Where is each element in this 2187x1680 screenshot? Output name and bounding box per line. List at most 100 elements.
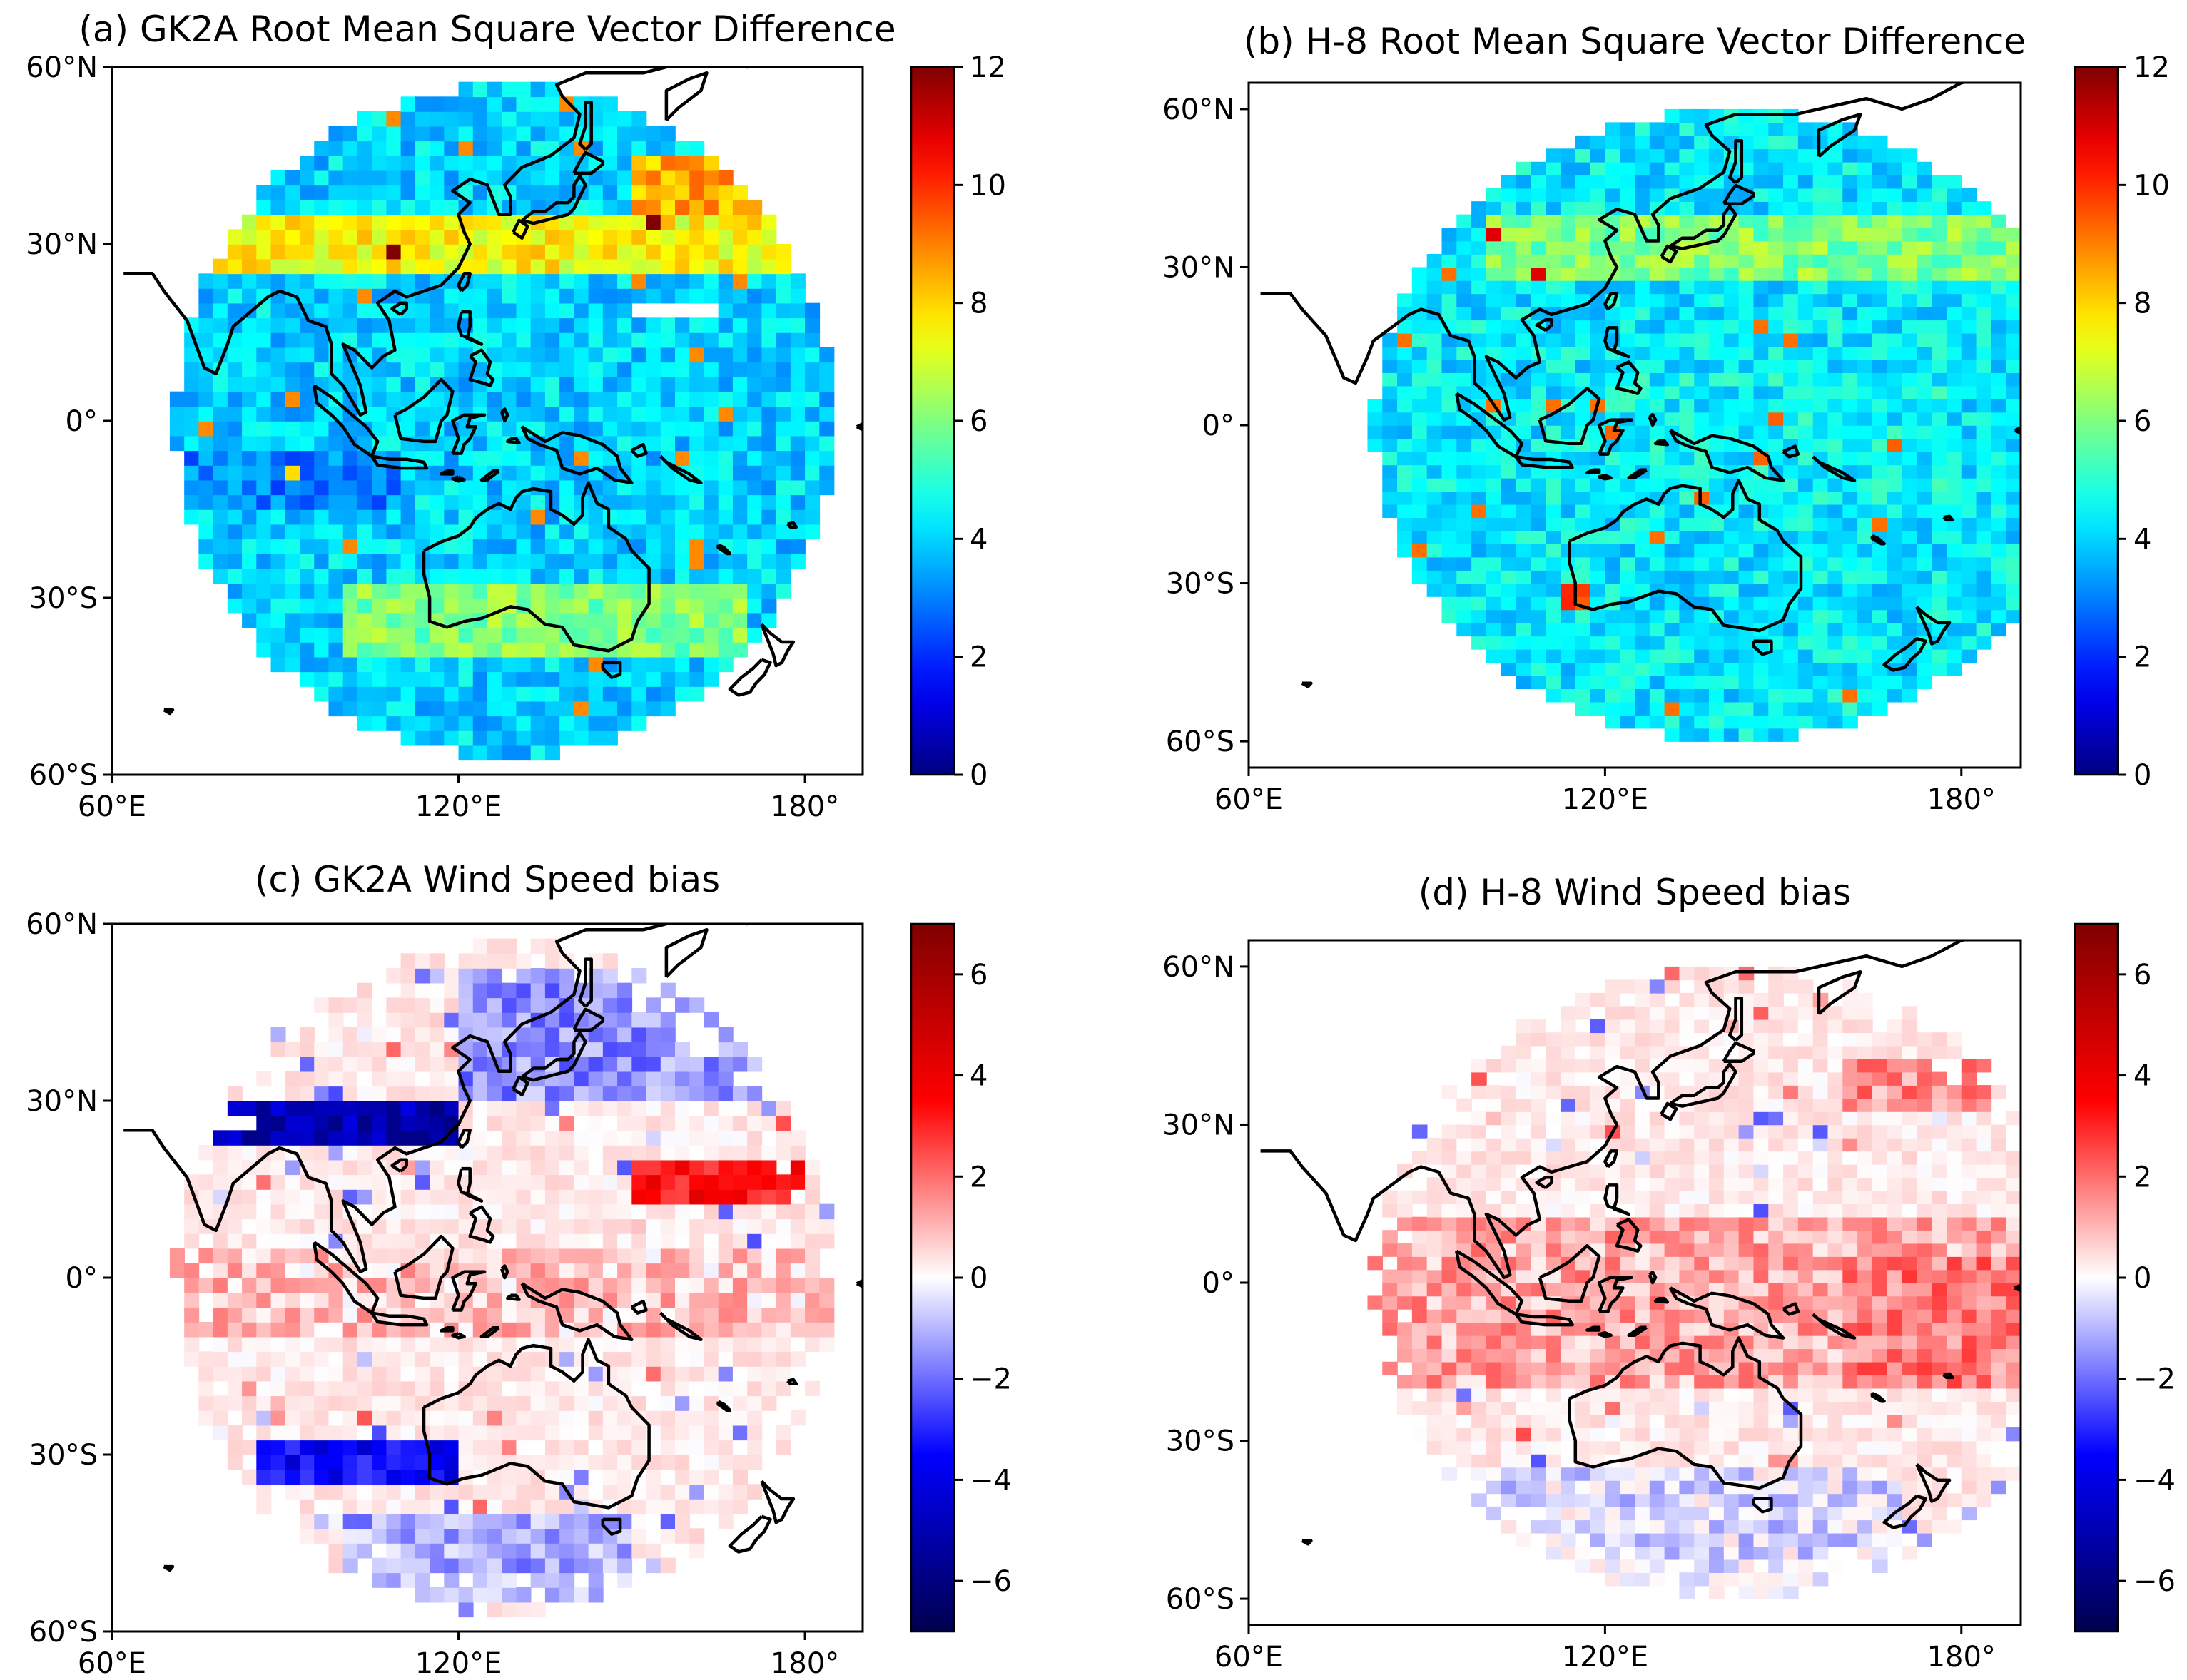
heatmap-cell (1753, 332, 1770, 347)
heatmap-cell (415, 656, 430, 673)
heatmap-cell (761, 1101, 777, 1116)
heatmap-cell (588, 1513, 604, 1529)
heatmap-cell (1976, 332, 1992, 347)
heatmap-cell (631, 1159, 647, 1176)
heatmap-cell (1768, 385, 1784, 399)
heatmap-cell (242, 435, 258, 452)
heatmap-cell (1857, 504, 1873, 519)
heatmap-cell (747, 406, 763, 422)
heatmap-cell (1546, 346, 1561, 360)
heatmap-cells (169, 938, 835, 1618)
heatmap-cell (704, 244, 719, 260)
heatmap-cell (574, 1425, 589, 1441)
heatmap-cell (790, 450, 806, 466)
heatmap-cell (1649, 320, 1665, 334)
heatmap-cell (602, 229, 618, 245)
heatmap-cell (487, 1071, 503, 1087)
heatmap-cell (1620, 293, 1635, 307)
heatmap-cell (1857, 517, 1873, 531)
heatmap-cell (372, 1425, 387, 1441)
heatmap-cell (559, 1233, 575, 1249)
heatmap-cell (646, 450, 661, 466)
heatmap-cell (314, 671, 330, 687)
heatmap-cell (1991, 477, 2006, 492)
heatmap-cell (747, 612, 763, 628)
heatmap-cell (718, 406, 734, 422)
heatmap-cell (689, 1499, 705, 1514)
heatmap-cell (342, 1071, 358, 1087)
heatmap-cell (256, 1189, 272, 1205)
heatmap-cell (530, 185, 546, 200)
heatmap-cell (1471, 530, 1487, 544)
heatmap-cell (1456, 530, 1472, 544)
heatmap-cell (472, 524, 488, 540)
heatmap-cell (761, 1307, 777, 1323)
heatmap-cell (660, 391, 676, 407)
heatmap-cell (444, 1159, 460, 1176)
heatmap-cell (300, 156, 315, 171)
heatmap-cell (328, 1307, 344, 1323)
heatmap-cell (1976, 583, 1992, 597)
heatmap-cell (1620, 583, 1635, 597)
heatmap-cell (1649, 267, 1665, 281)
heatmap-cell (1723, 240, 1740, 255)
heatmap-cell (1649, 648, 1665, 663)
heatmap-cell (1709, 201, 1725, 215)
heatmap-cell (472, 185, 488, 200)
heatmap-cell (1501, 254, 1517, 268)
heatmap-cell (675, 1145, 691, 1161)
heatmap-cell (1546, 688, 1561, 703)
heatmap-cell (1991, 570, 2006, 584)
heatmap-cell (1723, 320, 1740, 334)
heatmap-cell (1768, 135, 1784, 150)
heatmap-cell (1649, 293, 1665, 307)
heatmap-cell (1768, 596, 1784, 611)
heatmap-cell (444, 982, 460, 999)
heatmap-cell (300, 1189, 315, 1205)
heatmap-cell (242, 391, 258, 407)
heatmap-cell (242, 1351, 258, 1367)
heatmap-cell (1620, 161, 1635, 176)
heatmap-cell (1441, 504, 1458, 519)
heatmap-cell (1887, 280, 1903, 295)
heatmap-cell (386, 258, 402, 275)
heatmap-cell (559, 598, 575, 614)
heatmap-cell (300, 1159, 315, 1176)
heatmap-cell (1902, 412, 1918, 426)
heatmap-cell (559, 435, 575, 452)
heatmap-cell (1575, 622, 1591, 637)
heatmap-cell (559, 288, 575, 304)
heatmap-cell (1812, 715, 1829, 729)
heatmap-cell (1397, 293, 1413, 307)
heatmap-cell (256, 642, 272, 658)
coastline (1627, 468, 1648, 480)
heatmap-cell (386, 1366, 402, 1382)
heatmap-cell (660, 258, 676, 275)
heatmap-cell (718, 185, 734, 200)
heatmap-cell (660, 1455, 676, 1470)
heatmap-cell (530, 1425, 546, 1441)
heatmap-cell (285, 1395, 300, 1411)
heatmap-cell (1753, 148, 1770, 163)
heatmap-cell (747, 1351, 763, 1367)
heatmap-cell (588, 1130, 604, 1146)
heatmap-cell (530, 1248, 546, 1264)
heatmap-cell (213, 539, 228, 554)
heatmap-cell (400, 1248, 416, 1264)
heatmap-cell (502, 539, 517, 554)
heatmap-cell (1946, 636, 1962, 650)
heatmap-cell (617, 1351, 633, 1367)
heatmap-cell (314, 1086, 330, 1101)
heatmap-cell (1679, 280, 1695, 295)
heatmap-cell (530, 745, 546, 761)
heatmap-cell (1649, 306, 1665, 321)
heatmap-cell (342, 1440, 358, 1455)
y-tick-label: 60°N (26, 51, 98, 84)
heatmap-cell (372, 627, 387, 643)
heatmap-cell (198, 465, 214, 481)
heatmap-cell (386, 509, 402, 525)
heatmap-cell (314, 1189, 330, 1205)
heatmap-cell (1812, 609, 1829, 623)
heatmap-cell (1664, 556, 1680, 571)
heatmap-cell (1486, 596, 1502, 611)
